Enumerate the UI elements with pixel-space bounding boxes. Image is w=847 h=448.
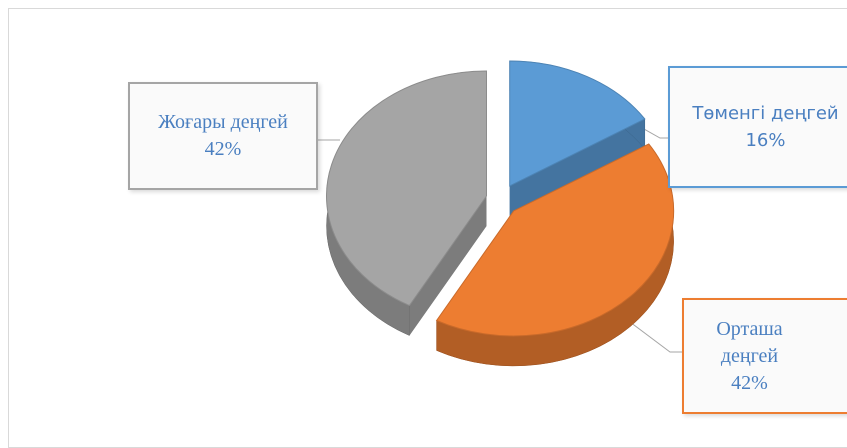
data-label: Орташа деңгей 42% [682,298,847,414]
slice [326,70,488,307]
label-value: 16% [745,130,786,151]
slice-wall [509,119,645,216]
label-name: Орташа деңгей [716,317,783,367]
slice [509,60,646,187]
page: Жоғары деңгей 42% Төменгі деңгей 16% Орт… [8,8,847,448]
label-name: Төменгі деңгей [692,103,839,124]
label-value: 42% [731,371,768,394]
slice-wall [409,196,487,336]
leader-line [629,321,682,353]
label-value: 42% [204,138,242,160]
data-label: Жоғары деңгей 42% [128,82,318,190]
label-name: Жоғары деңгей [158,111,288,133]
data-label: Төменгі деңгей 16% [668,66,847,188]
